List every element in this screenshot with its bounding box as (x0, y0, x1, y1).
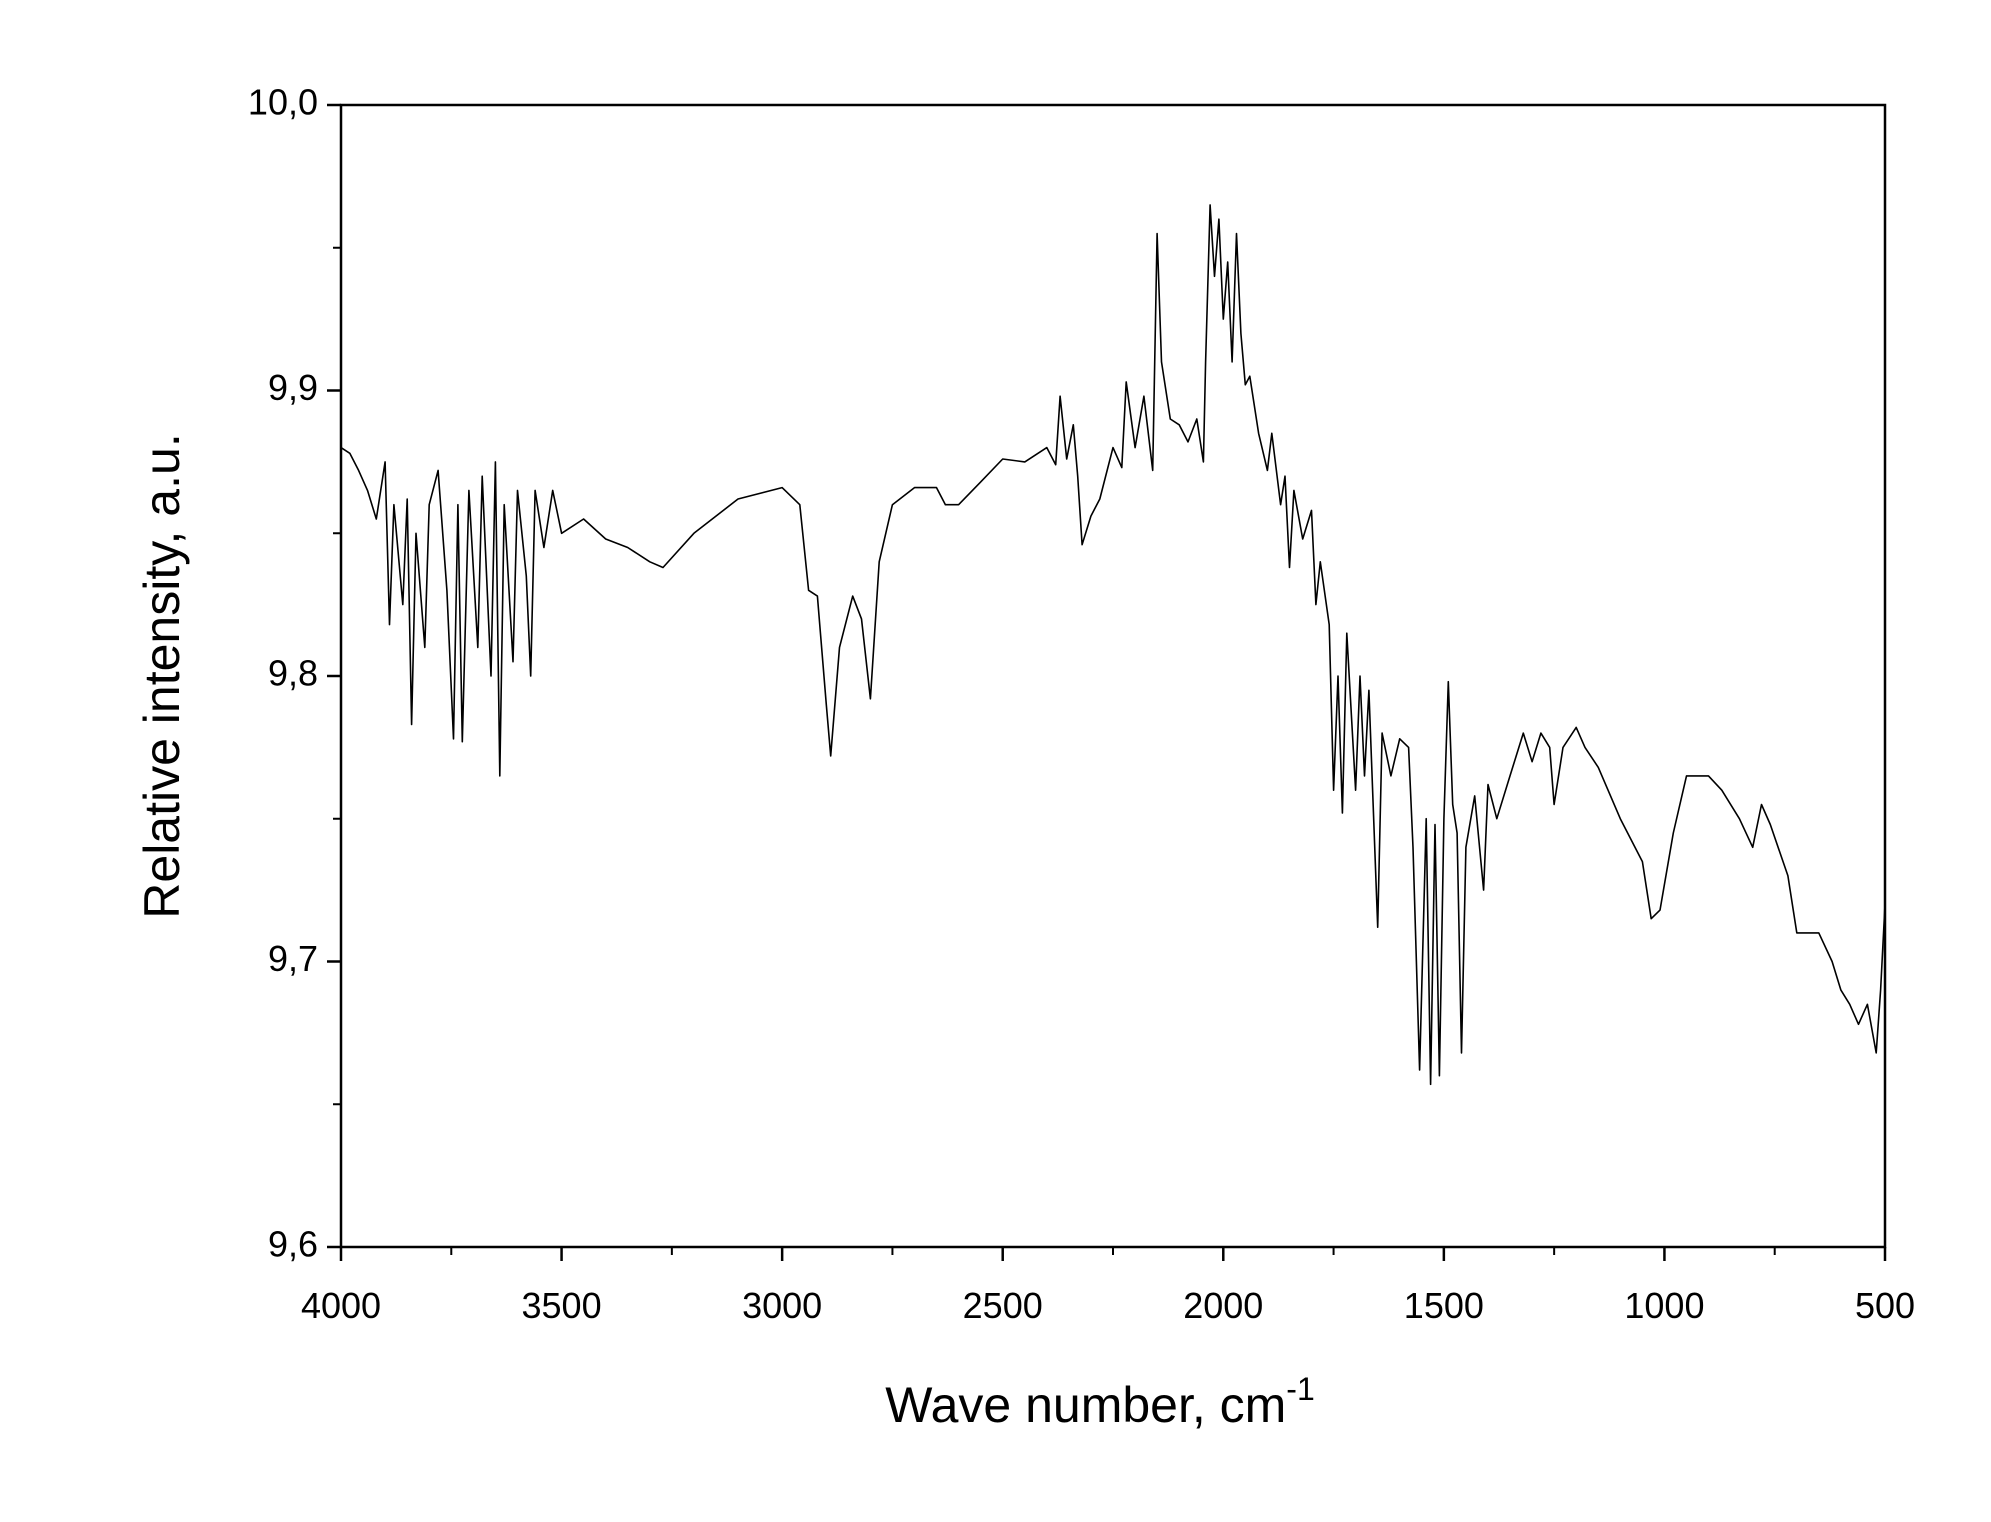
y-tick-label: 9,8 (268, 653, 318, 694)
y-tick-label: 9,9 (268, 367, 318, 408)
x-tick-label: 500 (1855, 1285, 1915, 1326)
y-tick-label: 9,6 (268, 1224, 318, 1265)
x-tick-label: 3500 (522, 1285, 602, 1326)
y-tick-label: 9,7 (268, 938, 318, 979)
y-tick-label: 10,0 (248, 82, 318, 123)
x-tick-label: 3000 (742, 1285, 822, 1326)
x-tick-label: 4000 (301, 1285, 381, 1326)
plot-frame (339, 103, 1887, 1249)
x-tick-label: 2500 (963, 1285, 1043, 1326)
x-axis-label: Wave number, cm-1 (885, 1371, 1315, 1433)
x-tick-label: 2000 (1183, 1285, 1263, 1326)
y-axis-label: Relative intensity, a.u. (134, 433, 190, 918)
x-tick-label: 1000 (1624, 1285, 1704, 1326)
x-axis-label-main: Wave number, cm (885, 1377, 1286, 1433)
spectrum-line (340, 204, 1886, 1086)
x-tick-label: 1500 (1404, 1285, 1484, 1326)
x-axis-label-sup: -1 (1286, 1371, 1314, 1407)
